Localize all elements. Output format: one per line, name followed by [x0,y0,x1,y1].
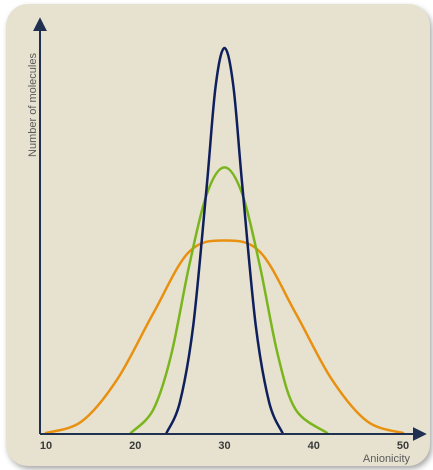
series-line-1 [44,239,405,435]
x-tick-label: 30 [218,440,230,452]
series-line-2 [129,166,329,435]
x-tick-labels: 10 20 30 40 50 [40,440,409,452]
x-tick-label: 10 [40,440,52,452]
y-axis-title: Number of molecules [27,53,39,157]
series-line-3 [165,46,284,435]
series-layer [44,46,405,435]
chart-card [6,4,430,466]
x-axis-title: Anionicity [363,453,411,465]
x-tick-label: 40 [308,440,320,452]
x-tick-label: 20 [129,440,141,452]
x-tick-label: 50 [397,440,409,452]
